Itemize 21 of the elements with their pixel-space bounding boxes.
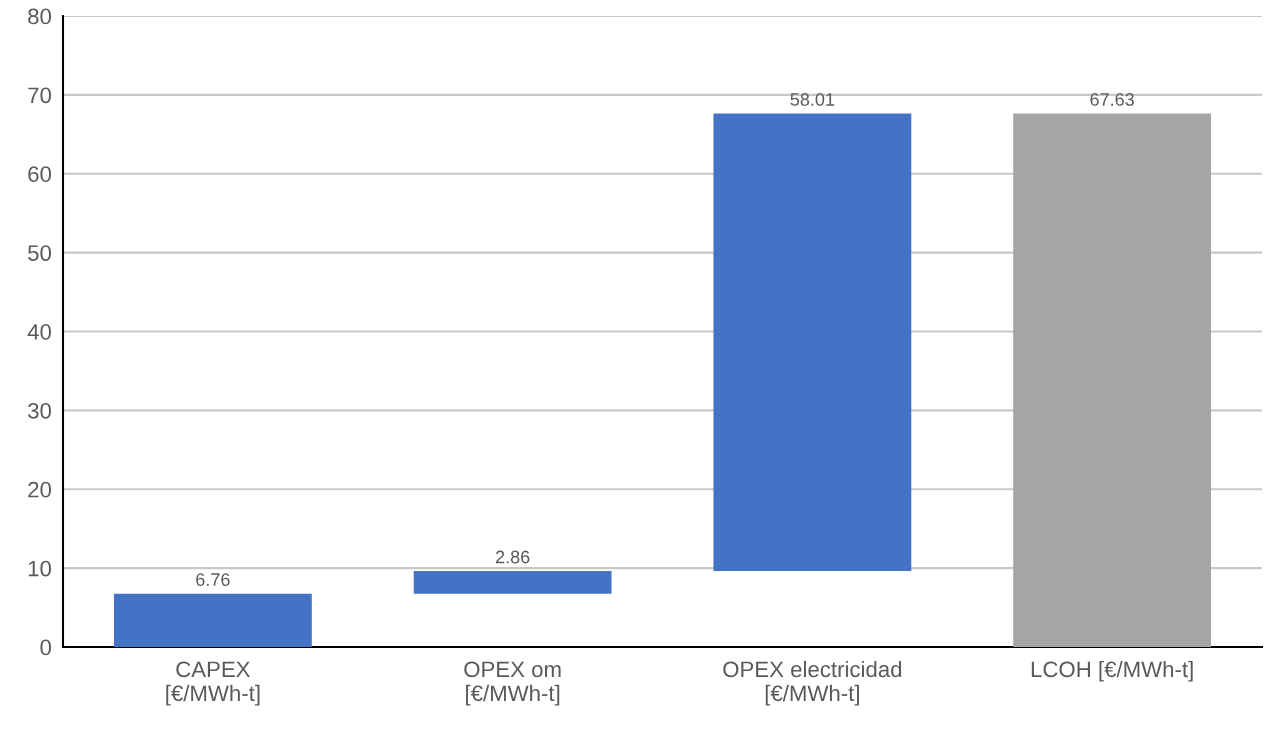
x-tick-label: OPEX electricidad [€/MWh-t] [723, 660, 902, 706]
x-tick-label: CAPEX [€/MWh-t] [166, 661, 260, 706]
y-tick-label: 20 [28, 481, 52, 498]
data-label: 67.63 [1090, 93, 1134, 106]
y-tick-label: 80 [28, 8, 52, 25]
bar [413, 571, 612, 594]
y-tick-label: 60 [28, 166, 52, 183]
y-tick-label: 0 [40, 639, 52, 656]
y-tick-label: 70 [28, 87, 52, 104]
y-tick-label: 40 [27, 324, 52, 340]
x-tick-label: LCOH [€/MWh-t] [1031, 660, 1193, 682]
y-tick-label: 10 [28, 560, 52, 577]
y-tick-label: 30 [28, 402, 52, 419]
y-tick-label: 50 [28, 245, 52, 261]
data-label: 2.86 [495, 550, 530, 564]
bar [113, 593, 312, 647]
data-label: 6.76 [196, 573, 230, 586]
data-label: 58.01 [790, 93, 835, 106]
bar [713, 113, 912, 572]
bar [1013, 113, 1212, 647]
x-tick-label: OPEX om [€/MWh-t] [464, 661, 561, 706]
